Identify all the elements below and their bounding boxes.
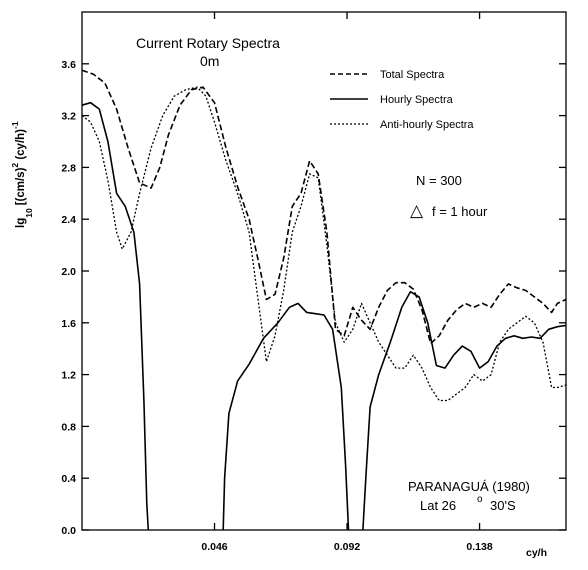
location-annotation: PARANAGUÁ (1980) xyxy=(408,479,530,494)
delta-icon: △ xyxy=(410,201,424,220)
y-tick-label-5: 2.0 xyxy=(61,266,76,278)
plot-frame xyxy=(81,11,567,531)
axis-ticks: 0.0 0.4 0.8 1.2 1.6 2.0 2.4 2.8 3.2 3.6 0.046 0.092… xyxy=(61,12,566,553)
y-tick-label-3: 1.2 xyxy=(61,370,76,382)
n-annotation: N = 300 xyxy=(416,173,462,188)
legend: Total Spectra Hourly Spectra Anti-hourly… xyxy=(330,69,474,131)
y-axis-label-text: lg10 [(cm/s)2 (cy/h)-1 xyxy=(10,121,34,228)
lat-minutes: 30'S xyxy=(490,498,516,513)
y-tick-label-1: 0.4 xyxy=(61,473,76,485)
y-axis-label: lg10 [(cm/s)2 (cy/h)-1 xyxy=(10,121,34,228)
series-line-2 xyxy=(81,86,567,402)
chart-subtitle: 0m xyxy=(200,53,219,69)
y-label-lg: lg xyxy=(15,218,27,228)
series-line-1 xyxy=(81,101,567,531)
y-tick-label-6: 2.4 xyxy=(61,214,76,226)
y-label-supm1: -1 xyxy=(10,121,20,129)
series-lines xyxy=(81,69,567,531)
y-tick-label-7: 2.8 xyxy=(61,162,76,174)
x-tick-label-1: 0.092 xyxy=(334,541,360,553)
legend-label-hourly: Hourly Spectra xyxy=(380,94,454,106)
series-line-0 xyxy=(81,69,567,345)
y-label-unit: [(cm/s) xyxy=(15,167,27,205)
y-tick-label-9: 3.6 xyxy=(61,59,76,71)
y-tick-label-0: 0.0 xyxy=(61,525,76,537)
legend-label-antihourly: Anti-hourly Spectra xyxy=(380,119,474,131)
legend-label-total: Total Spectra xyxy=(380,69,445,81)
y-tick-label-2: 0.8 xyxy=(61,421,76,433)
lat-degree-mark: o xyxy=(477,494,483,505)
delta-annotation: f = 1 hour xyxy=(432,204,488,219)
y-tick-label-4: 1.6 xyxy=(61,318,76,330)
y-label-sup2: 2 xyxy=(10,163,20,168)
x-tick-label-0: 0.046 xyxy=(201,541,227,553)
y-label-unit2: (cy/h) xyxy=(15,129,27,163)
y-tick-label-8: 3.2 xyxy=(61,111,76,123)
x-axis-label: cy/h xyxy=(526,547,547,559)
chart-title: Current Rotary Spectra xyxy=(136,35,280,51)
x-tick-label-2: 0.138 xyxy=(466,541,492,553)
lat-annotation: Lat 26 xyxy=(420,498,456,513)
y-label-sub10: 10 xyxy=(24,208,34,218)
